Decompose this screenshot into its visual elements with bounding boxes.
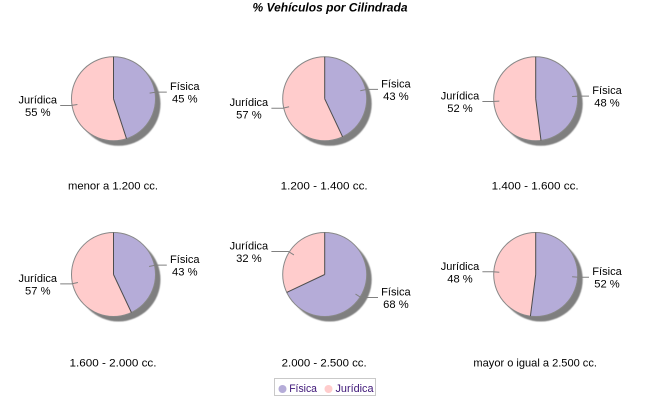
svg-text:menor a 1.200 cc.: menor a 1.200 cc. [68, 181, 158, 193]
svg-text:68 %: 68 % [383, 299, 409, 311]
svg-text:Física: Física [381, 287, 411, 299]
svg-text:Física: Física [170, 254, 200, 266]
svg-text:57 %: 57 % [25, 285, 51, 297]
svg-text:55 %: 55 % [25, 107, 51, 119]
svg-text:32 %: 32 % [236, 253, 262, 265]
svg-text:Física: Física [592, 85, 622, 97]
svg-text:Física: Física [289, 383, 318, 395]
svg-text:1.200 - 1.400 cc.: 1.200 - 1.400 cc. [281, 181, 368, 193]
svg-text:2.000 - 2.500 cc.: 2.000 - 2.500 cc. [282, 358, 367, 370]
svg-text:Jurídica: Jurídica [441, 91, 480, 103]
svg-text:48 %: 48 % [447, 273, 473, 285]
svg-text:Física: Física [381, 78, 411, 90]
svg-text:57 %: 57 % [236, 110, 262, 122]
svg-text:1.400 - 1.600 cc.: 1.400 - 1.600 cc. [492, 181, 579, 193]
svg-text:43 %: 43 % [172, 267, 198, 279]
svg-text:48 %: 48 % [594, 98, 620, 110]
svg-text:Física: Física [170, 81, 200, 93]
svg-text:Jurídica: Jurídica [441, 261, 480, 273]
svg-text:Jurídica: Jurídica [336, 383, 375, 395]
svg-text:% Vehículos por Cilindrada: % Vehículos por Cilindrada [253, 1, 408, 15]
svg-text:45 %: 45 % [172, 94, 198, 106]
svg-text:Jurídica: Jurídica [19, 273, 58, 285]
svg-text:Jurídica: Jurídica [230, 241, 269, 253]
svg-text:52 %: 52 % [447, 103, 473, 115]
svg-text:Jurídica: Jurídica [19, 95, 58, 107]
svg-text:Física: Física [592, 266, 622, 278]
svg-text:1.600 - 2.000 cc.: 1.600 - 2.000 cc. [70, 358, 157, 370]
svg-text:52 %: 52 % [594, 279, 620, 291]
svg-text:43 %: 43 % [383, 91, 409, 103]
svg-text:Jurídica: Jurídica [230, 97, 269, 109]
svg-text:mayor o igual a 2.500 cc.: mayor o igual a 2.500 cc. [473, 358, 597, 370]
